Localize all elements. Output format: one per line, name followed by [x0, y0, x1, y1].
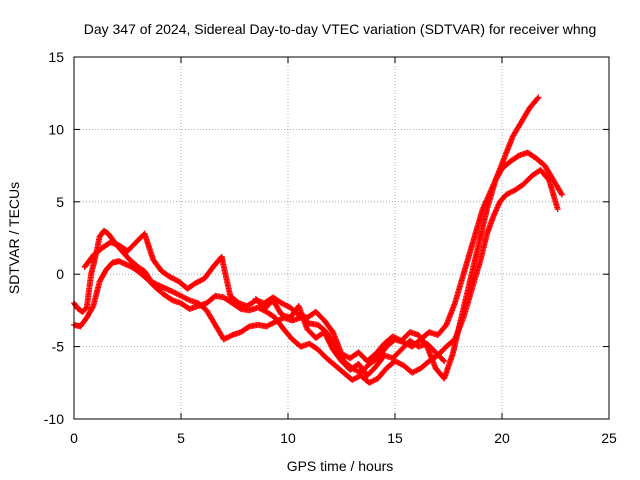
y-axis-label: SDTVAR / TECUs: [6, 182, 22, 294]
data-point: [558, 190, 565, 197]
x-tick-label: 25: [601, 430, 617, 446]
data-point: [441, 358, 448, 365]
data-point: [327, 341, 334, 348]
y-tick-label: 15: [48, 49, 64, 65]
x-tick-label: 20: [494, 430, 510, 446]
data-point: [324, 334, 331, 341]
data-point: [554, 206, 561, 213]
data-point: [322, 330, 329, 337]
x-axis-label: GPS time / hours: [287, 458, 394, 474]
data-point: [325, 338, 332, 345]
x-tick-label: 15: [387, 430, 403, 446]
data-point: [328, 343, 335, 350]
data-point: [89, 304, 96, 311]
data-point: [82, 305, 89, 312]
axis-ticks: 0 5 10 15 20 25 -10 -5 0 5 10 15: [44, 49, 617, 446]
chart-title: Day 347 of 2024, Sidereal Day-to-day VTE…: [84, 21, 597, 37]
y-tick-label: -5: [52, 339, 65, 355]
data-points: [71, 94, 565, 386]
x-tick-label: 5: [177, 430, 185, 446]
data-point: [558, 191, 565, 198]
series-track-c: [81, 94, 542, 382]
data-point: [535, 94, 542, 101]
data-point: [321, 329, 328, 336]
data-point: [326, 339, 333, 346]
plot-frame: [73, 56, 610, 420]
series-track-d: [252, 295, 448, 379]
data-point: [440, 356, 447, 363]
y-tick-label: 10: [48, 121, 64, 137]
y-tick-label: 5: [56, 194, 64, 210]
x-tick-label: 0: [70, 430, 78, 446]
data-point: [322, 331, 329, 338]
grid: [74, 57, 609, 419]
data-point: [324, 335, 331, 342]
y-tick-label: 0: [56, 266, 64, 282]
data-point: [327, 342, 334, 349]
data-point: [534, 95, 541, 102]
data-point: [323, 333, 330, 340]
data-point: [325, 337, 332, 344]
y-tick-label: -10: [44, 411, 64, 427]
x-tick-label: 10: [280, 430, 296, 446]
